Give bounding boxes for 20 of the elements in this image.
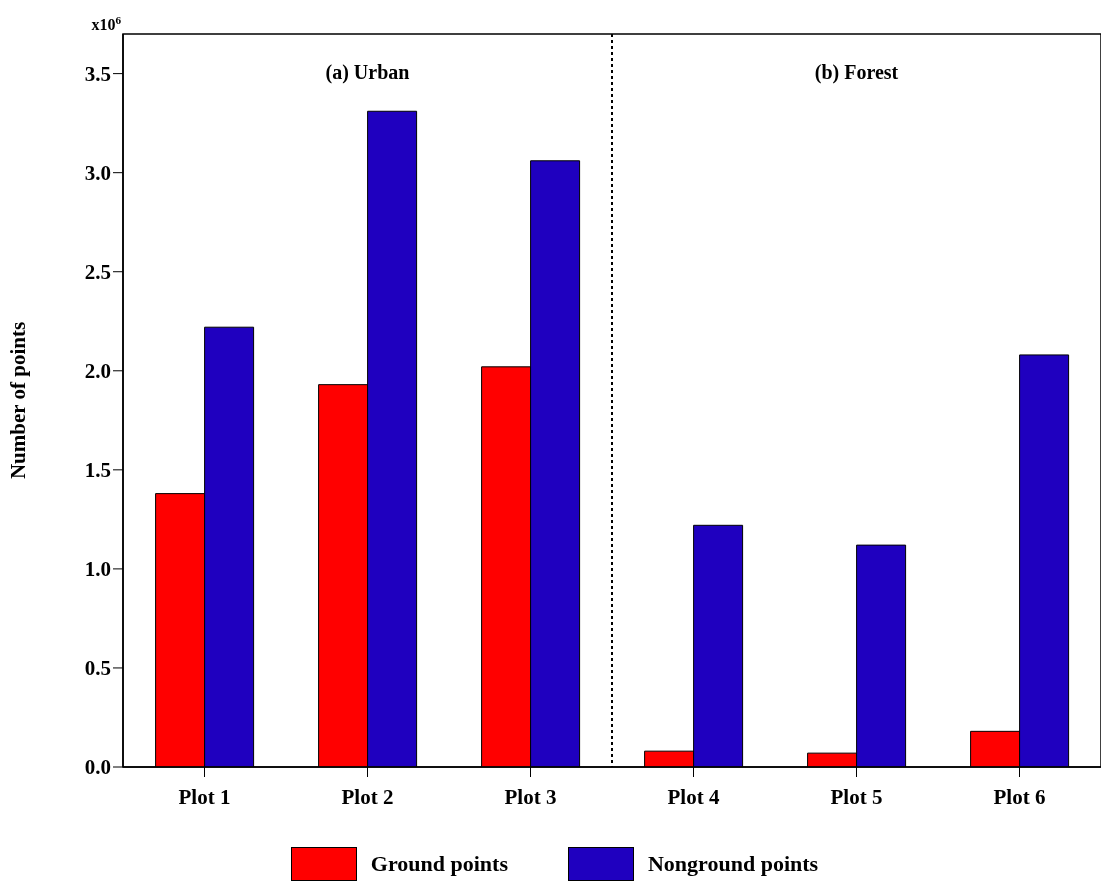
x-tick-label: Plot 3 xyxy=(504,784,557,809)
y-tick-label: 3.0 xyxy=(84,161,111,186)
x-tick-label: Plot 2 xyxy=(341,784,394,809)
legend-label: Ground points xyxy=(370,851,508,877)
x-tick-label: Plot 5 xyxy=(830,784,883,809)
text: x10$^{6}$ xyxy=(91,14,122,33)
y-tick-label: 0.0 xyxy=(84,755,111,780)
annotation: (b) Forest xyxy=(814,61,899,84)
x-tick-label: Plot 1 xyxy=(178,784,231,809)
x-tick-label: Plot 6 xyxy=(993,784,1046,809)
annotation: (a) Urban xyxy=(325,61,410,84)
legend-label: Nonground points xyxy=(647,851,819,877)
y-tick-label: 0.5 xyxy=(84,656,111,681)
x-tick-label: Plot 4 xyxy=(667,784,720,809)
y-tick-label: 2.5 xyxy=(84,260,111,285)
y-tick-label: 3.5 xyxy=(84,62,111,87)
y-tick-label: 2.0 xyxy=(84,359,111,384)
y-tick-label: 1.0 xyxy=(84,557,111,582)
y-axis-title: Number of points xyxy=(6,321,31,480)
y-tick-label: 1.5 xyxy=(84,458,111,483)
